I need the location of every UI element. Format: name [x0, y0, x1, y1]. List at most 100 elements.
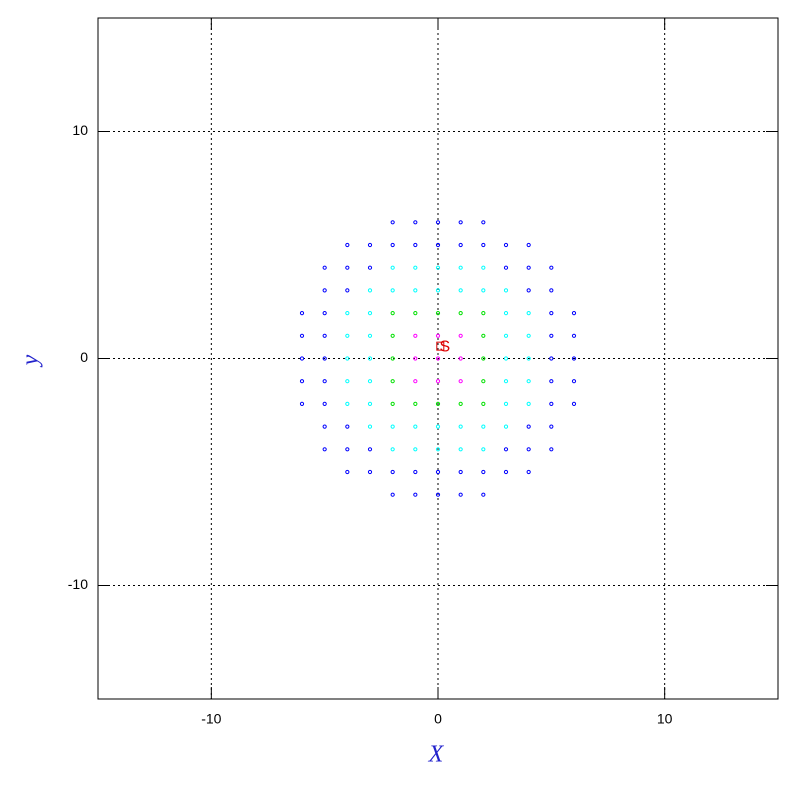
point — [413, 220, 418, 225]
point — [503, 265, 509, 270]
point — [549, 311, 554, 316]
point — [435, 311, 441, 316]
point — [322, 288, 327, 293]
point — [435, 401, 441, 406]
point — [322, 379, 327, 384]
x-tick-label: 0 — [434, 711, 442, 727]
point — [345, 311, 350, 316]
point — [390, 265, 395, 270]
point — [413, 401, 418, 406]
point — [322, 401, 327, 406]
point — [526, 288, 531, 293]
point — [367, 288, 373, 293]
y-tick-label: -10 — [68, 576, 88, 592]
point — [571, 401, 577, 406]
point — [390, 379, 395, 384]
point — [458, 424, 463, 429]
point — [345, 265, 350, 270]
point — [458, 469, 463, 475]
point — [345, 333, 350, 338]
point — [299, 401, 305, 406]
point — [458, 401, 463, 406]
point — [571, 333, 577, 338]
point — [367, 242, 373, 248]
point — [390, 311, 395, 316]
point — [413, 242, 418, 248]
point — [503, 469, 509, 475]
point — [390, 424, 395, 429]
point — [526, 242, 531, 248]
point — [322, 265, 327, 270]
point — [481, 424, 486, 429]
point — [435, 492, 441, 497]
point — [503, 356, 509, 361]
point — [413, 311, 418, 316]
point — [481, 333, 486, 338]
point — [526, 401, 531, 406]
point — [503, 242, 509, 248]
point — [435, 265, 441, 270]
point — [322, 333, 327, 338]
point — [481, 242, 486, 248]
point — [503, 401, 509, 406]
point — [367, 311, 373, 316]
point — [413, 288, 418, 293]
point — [481, 379, 486, 384]
point — [503, 379, 509, 384]
point — [390, 447, 395, 452]
point — [367, 265, 373, 270]
point — [435, 333, 441, 338]
point — [413, 333, 418, 338]
point — [390, 356, 395, 361]
point — [435, 447, 441, 452]
point — [322, 311, 327, 316]
point — [345, 242, 350, 248]
point — [458, 220, 463, 225]
point — [367, 469, 373, 475]
point — [481, 265, 486, 270]
point — [345, 379, 350, 384]
point — [435, 379, 441, 384]
point — [481, 311, 486, 316]
point — [526, 379, 531, 384]
point — [390, 333, 395, 338]
point — [571, 356, 577, 361]
point — [390, 220, 395, 225]
point — [458, 242, 463, 248]
point — [299, 333, 305, 338]
point — [549, 265, 554, 270]
point — [549, 356, 554, 361]
point — [481, 469, 486, 475]
point — [367, 401, 373, 406]
point — [413, 265, 418, 270]
point — [458, 333, 463, 338]
point — [345, 288, 350, 293]
point — [413, 356, 418, 361]
point — [435, 424, 441, 429]
point — [458, 356, 463, 361]
point — [390, 288, 395, 293]
annotation: S — [439, 338, 450, 355]
point — [549, 288, 554, 293]
point — [549, 424, 554, 429]
point — [549, 401, 554, 406]
point — [413, 379, 418, 384]
point — [526, 447, 531, 452]
point — [390, 492, 395, 497]
point — [526, 469, 531, 475]
point — [481, 356, 486, 361]
point — [503, 447, 509, 452]
point — [322, 447, 327, 452]
point — [299, 311, 305, 316]
x-tick-label: 10 — [657, 711, 673, 727]
point — [345, 447, 350, 452]
point — [481, 288, 486, 293]
point — [526, 333, 531, 338]
point — [367, 333, 373, 338]
point — [390, 242, 395, 248]
point — [345, 401, 350, 406]
point — [345, 424, 350, 429]
point — [503, 288, 509, 293]
x-axis-label: X — [428, 742, 445, 768]
point — [549, 333, 554, 338]
